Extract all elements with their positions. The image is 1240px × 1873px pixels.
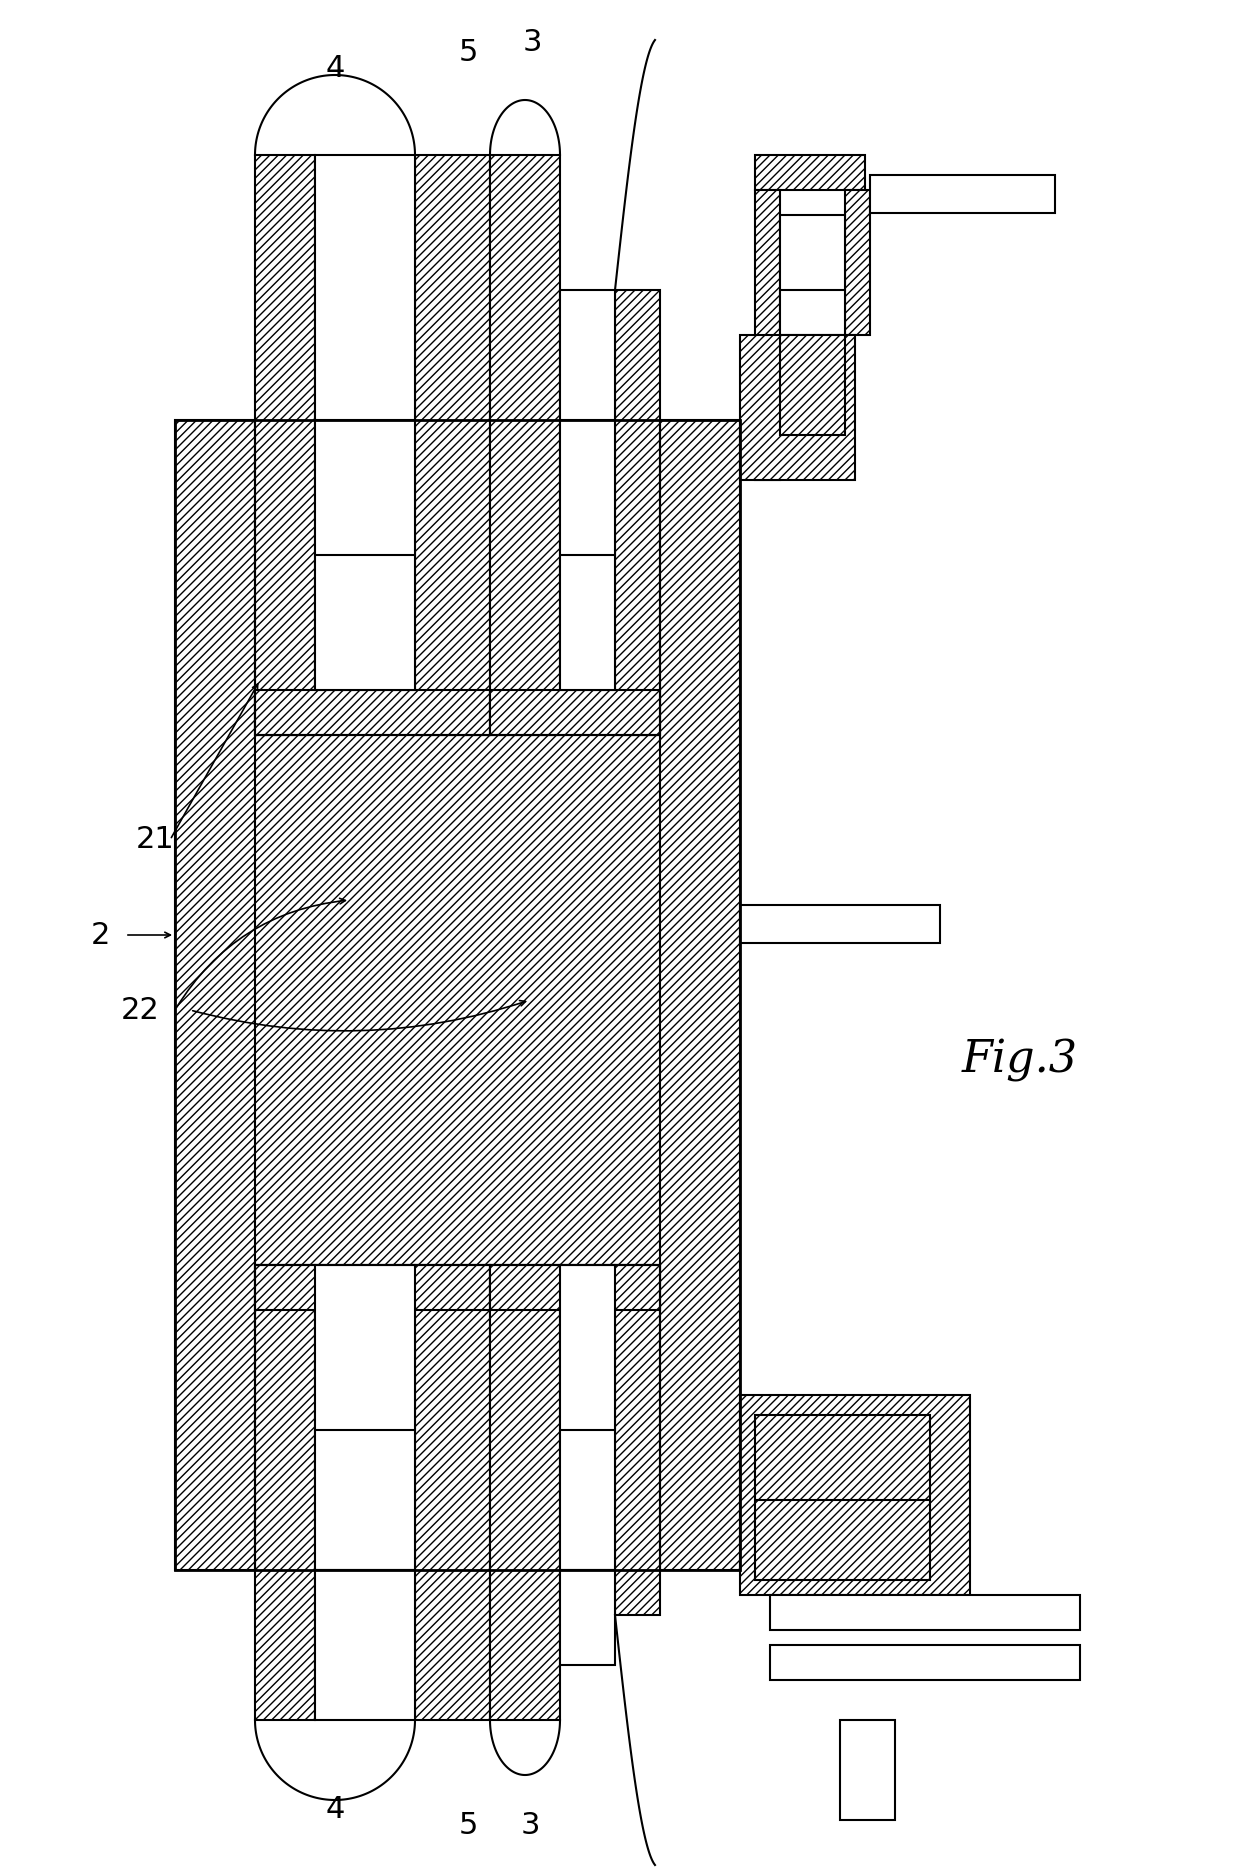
Bar: [315, 1264, 415, 1570]
Bar: [415, 1264, 490, 1719]
Bar: [315, 1570, 415, 1719]
Bar: [780, 335, 844, 435]
Text: 22: 22: [120, 996, 160, 1025]
Bar: [315, 420, 415, 689]
Bar: [415, 155, 490, 734]
Bar: [755, 1414, 930, 1581]
Bar: [615, 1264, 660, 1615]
Bar: [490, 1264, 560, 1719]
Bar: [560, 290, 615, 420]
Bar: [560, 1264, 615, 1570]
Bar: [839, 1719, 895, 1821]
FancyArrowPatch shape: [171, 684, 258, 837]
Text: Fig.3: Fig.3: [962, 1038, 1078, 1081]
Bar: [560, 1570, 615, 1665]
Text: 21: 21: [135, 826, 175, 854]
Bar: [755, 155, 866, 189]
FancyArrowPatch shape: [192, 1000, 526, 1030]
Bar: [255, 1264, 660, 1570]
Bar: [315, 155, 415, 420]
Bar: [615, 290, 660, 734]
Bar: [255, 1264, 490, 1309]
Bar: [490, 689, 660, 734]
Bar: [740, 905, 940, 942]
Bar: [870, 174, 1055, 214]
Text: 4: 4: [325, 1796, 345, 1824]
Bar: [255, 1264, 315, 1719]
Bar: [255, 420, 660, 734]
Bar: [255, 155, 315, 734]
Bar: [740, 1395, 970, 1596]
Bar: [490, 1264, 660, 1309]
FancyArrowPatch shape: [176, 899, 346, 1008]
Bar: [255, 689, 490, 734]
Bar: [175, 420, 740, 1570]
Bar: [490, 155, 560, 734]
Bar: [175, 420, 740, 1570]
Bar: [755, 189, 780, 479]
Bar: [780, 215, 844, 335]
Text: 2: 2: [91, 920, 109, 950]
Text: 4: 4: [325, 54, 345, 82]
Text: 3: 3: [521, 1811, 539, 1839]
Bar: [740, 335, 856, 479]
Text: 5: 5: [459, 1811, 477, 1839]
Text: 5: 5: [459, 37, 477, 67]
Bar: [844, 189, 870, 335]
Bar: [770, 1596, 1080, 1630]
Bar: [770, 1644, 1080, 1680]
Bar: [560, 420, 615, 689]
Text: 3: 3: [522, 28, 542, 56]
